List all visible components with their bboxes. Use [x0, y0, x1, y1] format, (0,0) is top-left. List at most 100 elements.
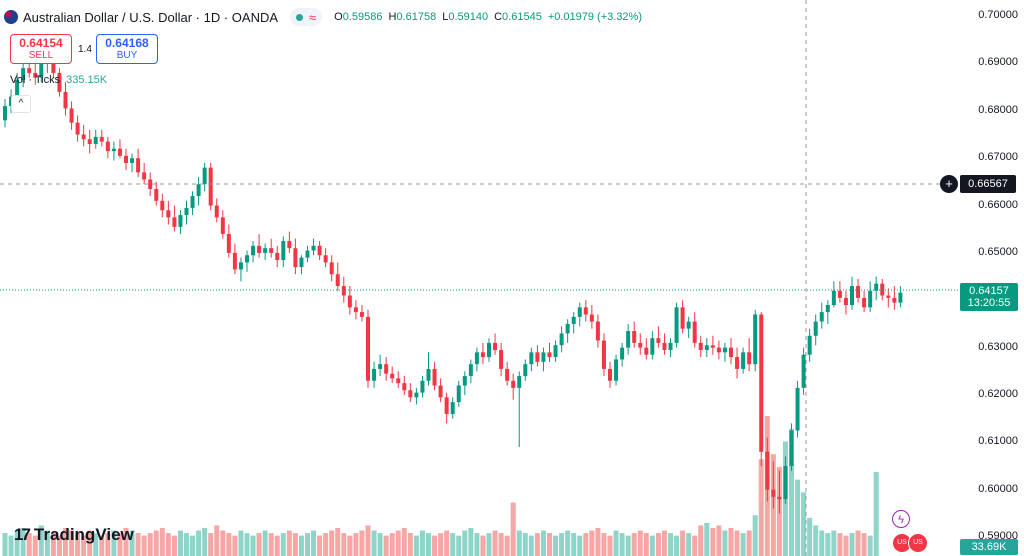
- volume-bar: [680, 530, 686, 556]
- symbol-title[interactable]: Australian Dollar / U.S. Dollar · 1D · O…: [23, 9, 279, 25]
- candle-body: [21, 68, 26, 81]
- candle: [214, 198, 219, 223]
- volume-bar: [99, 535, 105, 556]
- candle: [335, 262, 340, 291]
- candle-body: [843, 297, 848, 305]
- candle: [353, 300, 358, 320]
- symbol-header: Australian Dollar / U.S. Dollar · 1D · O…: [4, 6, 642, 28]
- candle-body: [432, 368, 437, 386]
- candle-body: [51, 58, 56, 73]
- candle-body: [117, 148, 122, 156]
- volume-bar: [20, 528, 26, 556]
- candle: [87, 129, 92, 154]
- candle-body: [15, 80, 20, 97]
- candle: [801, 347, 806, 395]
- collapse-legend-button[interactable]: ^: [11, 95, 31, 113]
- candle-body: [456, 385, 461, 403]
- candle: [238, 257, 243, 282]
- candle-body: [33, 72, 38, 78]
- candle-body: [813, 321, 818, 336]
- candle-body: [662, 342, 667, 350]
- volume-bar: [801, 492, 807, 556]
- volume-bar: [341, 533, 347, 556]
- price-tick-label: 0.66000: [978, 198, 1018, 211]
- candle-body: [172, 217, 177, 227]
- last-price-label: 0.64157 13:20:55: [960, 283, 1018, 311]
- candle: [359, 304, 364, 322]
- candle: [166, 200, 171, 225]
- candle: [130, 153, 135, 173]
- volume-bar: [740, 533, 746, 556]
- us-event-icon-2[interactable]: US: [908, 533, 928, 553]
- volume-bar: [135, 533, 141, 556]
- market-status-pill[interactable]: ≈: [290, 8, 323, 26]
- candle-body: [444, 397, 449, 414]
- candle-body: [214, 205, 219, 218]
- candle: [329, 255, 334, 282]
- add-alert-plus-button[interactable]: +: [940, 175, 958, 193]
- candle-body: [698, 342, 703, 350]
- chart-plot-area[interactable]: Australian Dollar / U.S. Dollar · 1D · O…: [0, 0, 960, 556]
- candle-body: [626, 331, 631, 348]
- lightning-event-icon[interactable]: ϟ: [892, 510, 910, 528]
- candle-body: [299, 257, 304, 268]
- candle-body: [741, 352, 746, 369]
- candle: [75, 115, 80, 142]
- volume-bar: [305, 533, 310, 556]
- candle-body: [257, 245, 262, 253]
- volume-bar: [637, 530, 643, 556]
- tradingview-logo[interactable]: 17 TradingView: [14, 525, 134, 545]
- volume-bar: [353, 533, 359, 556]
- candle: [220, 210, 225, 239]
- candle-body: [353, 307, 358, 313]
- volume-layer: [2, 416, 879, 556]
- price-tick-label: 0.60000: [978, 482, 1018, 495]
- crosshair-price-label: 0.66567: [960, 175, 1016, 193]
- price-axis[interactable]: 0.70000 0.69000 0.68000 0.67000 0.66000 0.650…: [960, 0, 1024, 556]
- candle: [444, 392, 449, 424]
- candle: [154, 181, 159, 206]
- candle: [511, 373, 516, 400]
- candle: [263, 243, 268, 261]
- candle-body: [347, 295, 352, 308]
- price-chart[interactable]: [0, 0, 960, 556]
- candle: [577, 302, 582, 327]
- candle-body: [468, 364, 473, 377]
- candle: [99, 129, 104, 147]
- volume-bar: [208, 533, 214, 556]
- candle-body: [124, 155, 128, 163]
- candle-body: [287, 241, 292, 249]
- candle: [886, 288, 891, 308]
- candle-body: [825, 304, 830, 313]
- candle-body: [105, 141, 110, 152]
- volume-bar: [2, 533, 8, 556]
- candle-body: [704, 345, 709, 350]
- candle: [438, 378, 443, 403]
- candle: [323, 248, 328, 268]
- volume-bar: [649, 535, 655, 556]
- candle: [807, 328, 812, 362]
- volume-bar: [516, 530, 522, 556]
- volume-bar: [256, 533, 262, 556]
- candle: [178, 210, 183, 234]
- candle-body: [226, 233, 231, 253]
- buy-button[interactable]: 0.64168 BUY: [96, 34, 158, 64]
- volume-bar: [601, 533, 607, 556]
- candle: [608, 361, 612, 388]
- candle-body: [317, 245, 322, 256]
- candle: [69, 101, 74, 130]
- volume-bar: [335, 528, 341, 556]
- sell-button[interactable]: 0.64154 SELL: [10, 34, 72, 64]
- candle: [789, 423, 794, 471]
- volume-bar: [317, 535, 323, 556]
- candle-body: [674, 307, 679, 343]
- volume-bar: [631, 533, 637, 556]
- volume-legend[interactable]: Vol · Ticks 335.15K: [10, 74, 107, 86]
- candle: [57, 68, 62, 97]
- volume-bar: [171, 535, 177, 556]
- candle-body: [372, 368, 377, 381]
- volume-bar: [377, 533, 383, 556]
- candle: [408, 383, 413, 403]
- volume-bar: [165, 533, 171, 556]
- volume-bar: [371, 530, 377, 556]
